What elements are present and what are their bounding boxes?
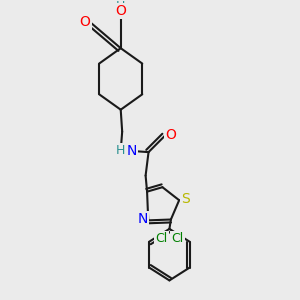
Text: N: N: [137, 212, 148, 226]
Text: O: O: [115, 4, 126, 18]
Text: Cl: Cl: [155, 232, 167, 245]
Text: S: S: [181, 192, 190, 206]
Text: O: O: [80, 15, 90, 29]
Text: Cl: Cl: [171, 232, 184, 245]
Text: O: O: [165, 128, 176, 142]
Text: N: N: [127, 144, 137, 158]
Text: H: H: [116, 0, 125, 13]
Text: H: H: [116, 144, 125, 157]
